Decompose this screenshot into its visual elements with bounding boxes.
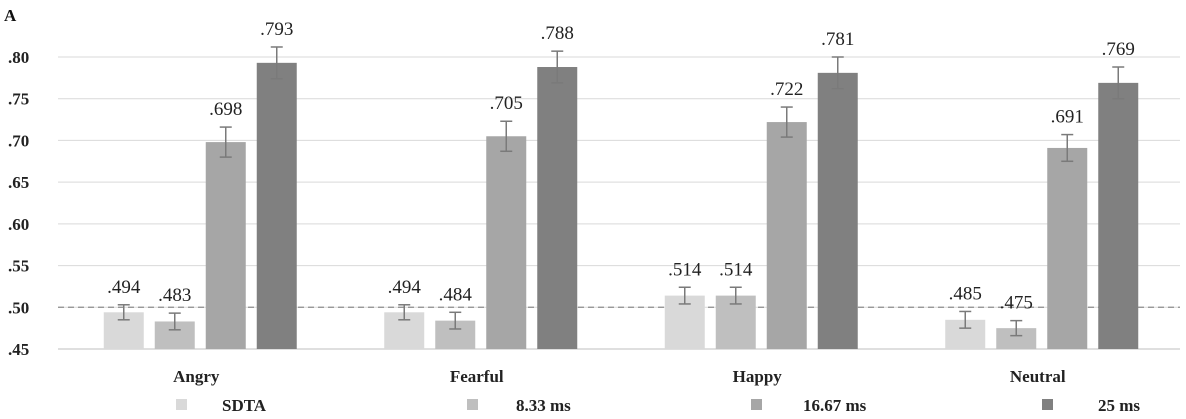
data-label: .788 — [541, 23, 574, 44]
y-axis-ticks: .45 .50 .55 .60 .65 .70 .75 .80 — [8, 48, 29, 359]
legend-label: 8.33 ms — [516, 396, 571, 415]
category-label: Angry — [173, 367, 220, 386]
data-label: .793 — [260, 19, 293, 40]
error-bars — [117, 46, 1125, 337]
category-label: Fearful — [450, 367, 504, 386]
data-label: .484 — [439, 284, 473, 305]
y-tick-label: .65 — [8, 173, 29, 192]
bar — [766, 122, 807, 350]
data-label: .494 — [388, 277, 422, 298]
category-label: Happy — [733, 367, 783, 386]
y-tick-label: .60 — [8, 215, 29, 234]
bar — [1047, 147, 1088, 349]
bar — [996, 328, 1037, 349]
data-label: .705 — [490, 93, 523, 114]
legend-label: 16.67 ms — [803, 396, 867, 415]
y-tick-label: .55 — [8, 257, 29, 276]
bar — [537, 67, 578, 350]
data-labels: .494 .483 .698 .793 .494 .484 .705 .788 .514 .514… — [107, 19, 1135, 314]
bar — [1098, 82, 1139, 349]
y-tick-label: .70 — [8, 131, 29, 150]
y-tick-label: .45 — [8, 340, 29, 359]
data-label: .475 — [1000, 293, 1033, 314]
data-label: .514 — [668, 259, 702, 280]
legend-swatch — [176, 399, 187, 410]
legend-label: SDTA — [222, 396, 267, 415]
data-label: .485 — [949, 283, 982, 304]
bar — [817, 72, 858, 349]
data-label: .722 — [770, 79, 803, 100]
data-label: .494 — [107, 277, 141, 298]
legend-label: 25 ms — [1098, 396, 1140, 415]
legend-swatch — [751, 399, 762, 410]
data-label: .691 — [1051, 107, 1084, 128]
category-label: Neutral — [1010, 367, 1066, 386]
y-tick-label: .50 — [8, 298, 29, 317]
legend: SDTA 8.33 ms 16.67 ms 25 ms — [176, 396, 1140, 415]
bars — [103, 62, 1139, 350]
data-label: .769 — [1102, 39, 1135, 60]
legend-swatch — [467, 399, 478, 410]
data-label: .698 — [209, 99, 242, 120]
category-labels: Angry Fearful Happy Neutral — [173, 367, 1066, 386]
data-label: .781 — [821, 29, 854, 50]
bar — [205, 142, 246, 349]
y-tick-label: .75 — [8, 90, 29, 109]
bar — [486, 136, 527, 349]
data-label: .514 — [719, 259, 753, 280]
panel-label: A — [4, 6, 17, 25]
y-tick-label: .80 — [8, 48, 29, 67]
data-label: .483 — [158, 285, 191, 306]
legend-swatch — [1042, 399, 1053, 410]
bar — [256, 62, 297, 350]
